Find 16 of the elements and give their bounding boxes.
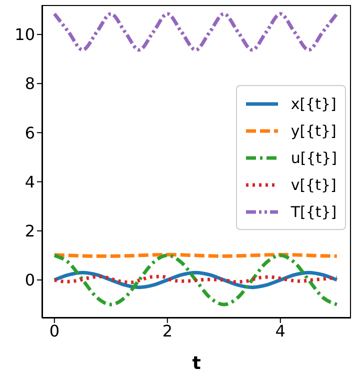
legend-label: u[{t}]: [290, 148, 337, 166]
y-tick-label: 6: [24, 123, 35, 142]
x-tick-label: 2: [162, 321, 172, 340]
y-tick-label: 0: [24, 270, 35, 290]
legend-label: y[{t}]: [290, 122, 336, 140]
y-tick-label: 10: [14, 25, 35, 44]
line-series: [52, 254, 339, 306]
x-tick-label: 0: [49, 321, 60, 340]
y-tick-label: 8: [24, 74, 35, 94]
y-tick-label: 2: [24, 222, 35, 241]
legend-label: T[{t}]: [290, 202, 337, 220]
legend-label: x[{t}]: [290, 94, 336, 112]
x-tick-label: 4: [275, 321, 286, 340]
y-tick-label: 4: [24, 172, 35, 192]
legend-label: v[{t}]: [290, 176, 336, 194]
x-axis-title: t: [192, 353, 202, 374]
